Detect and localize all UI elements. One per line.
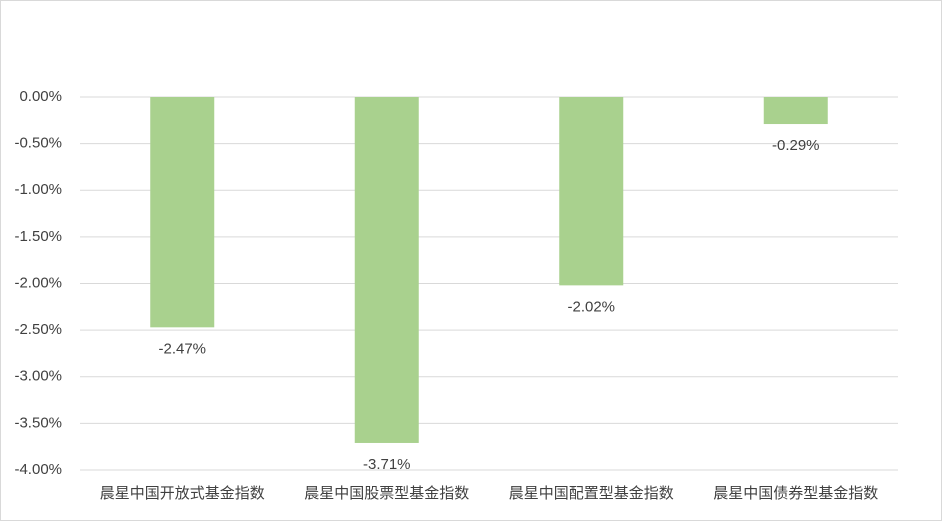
y-tick-label: -2.50%	[14, 321, 62, 338]
x-tick-label: 晨星中国配置型基金指数	[509, 485, 674, 502]
y-tick-label: 0.00%	[19, 88, 62, 105]
bar	[763, 97, 828, 125]
y-tick-label: -1.50%	[14, 228, 62, 245]
y-tick-label: -3.00%	[14, 368, 62, 385]
y-tick-label: -4.00%	[14, 461, 62, 478]
bar	[559, 97, 624, 286]
data-label: -2.02%	[567, 298, 615, 315]
x-tick-label: 晨星中国股票型基金指数	[304, 485, 469, 502]
bar	[150, 97, 215, 328]
data-label: -3.71%	[363, 456, 411, 473]
y-tick-label: -2.00%	[14, 274, 62, 291]
x-tick-label: 晨星中国债券型基金指数	[713, 485, 878, 502]
y-tick-label: -0.50%	[14, 135, 62, 152]
y-tick-label: -3.50%	[14, 414, 62, 431]
y-tick-label: -1.00%	[14, 181, 62, 198]
data-label: -0.29%	[772, 137, 820, 154]
bar	[354, 97, 419, 443]
x-tick-label: 晨星中国开放式基金指数	[100, 485, 265, 502]
data-label: -2.47%	[158, 340, 206, 357]
